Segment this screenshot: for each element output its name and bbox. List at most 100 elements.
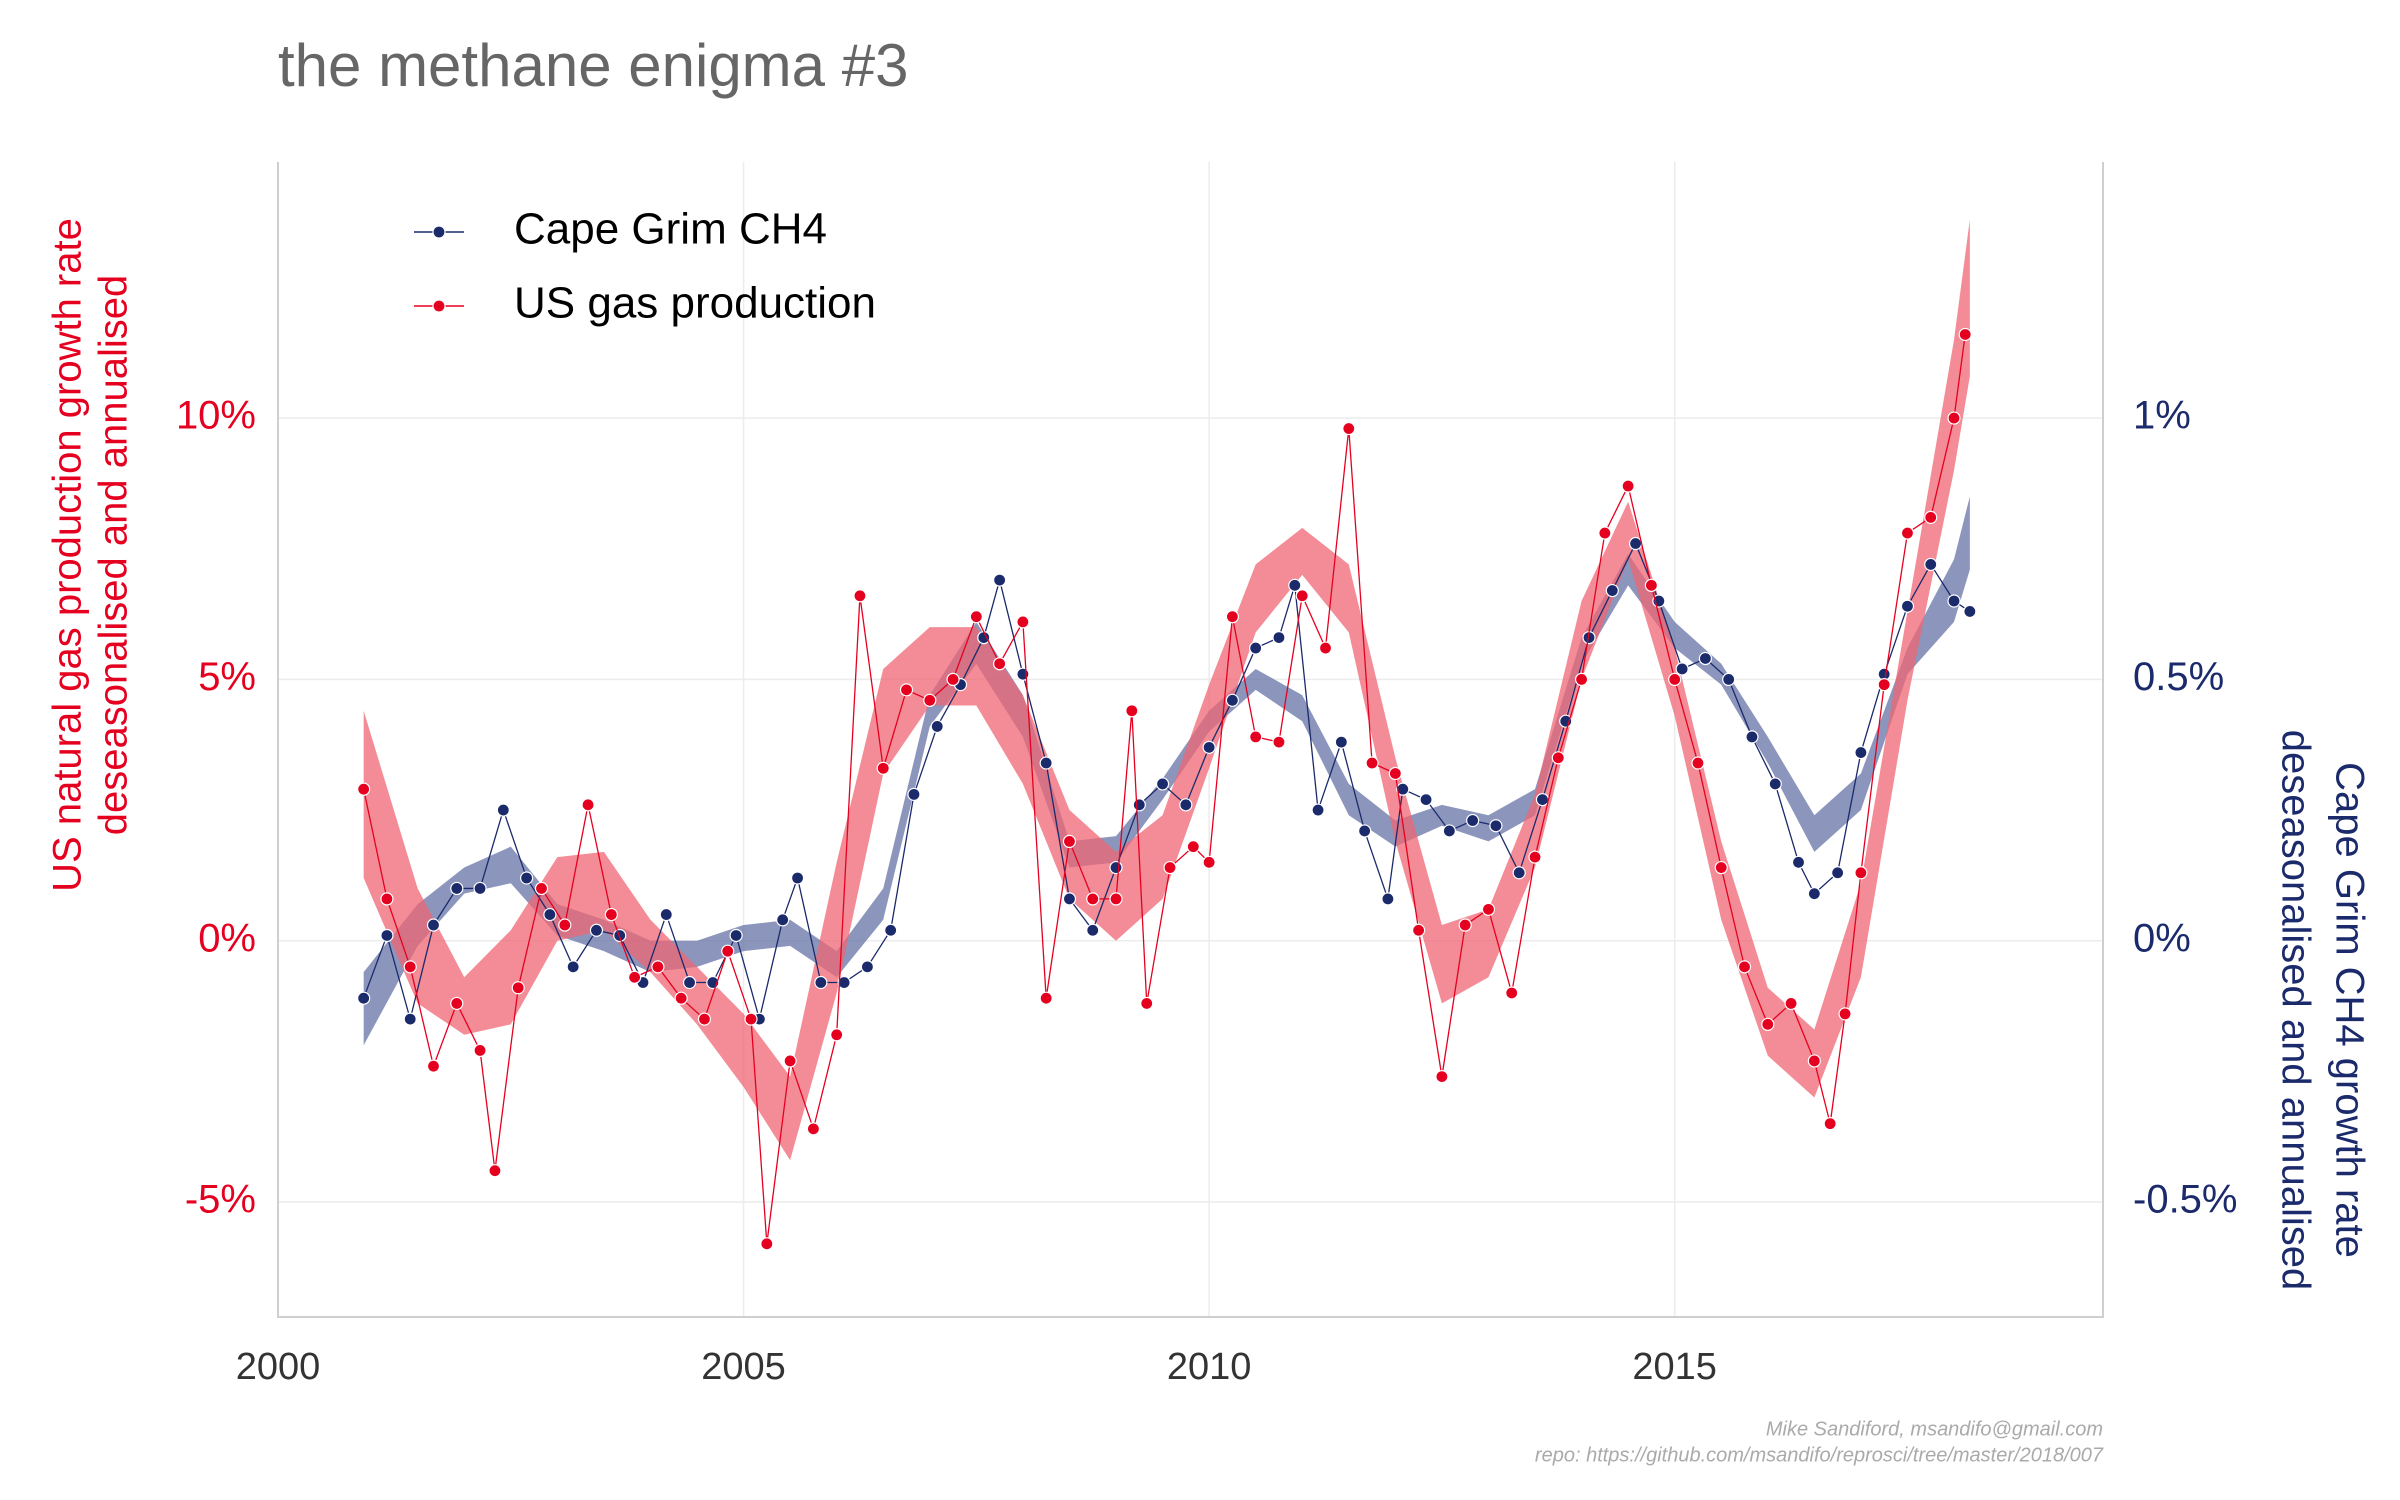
data-point	[1086, 892, 1100, 906]
data-point	[1225, 693, 1240, 707]
data-point	[760, 1237, 774, 1251]
y-axis-label: deseasonalised and annualised	[92, 275, 136, 835]
legend-marker	[432, 299, 446, 313]
data-point	[1039, 991, 1053, 1005]
data-point	[1186, 840, 1200, 854]
data-point	[1489, 819, 1503, 833]
y2-tick-label: 0%	[2133, 916, 2191, 960]
data-point	[876, 761, 890, 775]
data-point	[814, 975, 828, 990]
data-point	[1202, 740, 1216, 754]
data-point	[923, 693, 937, 707]
data-point	[1900, 526, 1915, 540]
data-point	[1628, 536, 1643, 551]
data-point	[1598, 526, 1612, 540]
data-point	[1791, 855, 1806, 869]
data-point	[1381, 892, 1395, 906]
y2-tick-label: 0.5%	[2133, 655, 2224, 699]
data-point	[628, 970, 642, 984]
data-point	[674, 991, 688, 1005]
data-point	[1225, 610, 1240, 624]
data-point	[884, 923, 898, 937]
data-point	[1924, 557, 1938, 572]
data-point	[604, 907, 618, 922]
data-point	[1295, 589, 1309, 603]
data-point	[659, 907, 673, 922]
data-point	[1016, 615, 1030, 629]
data-point	[511, 981, 525, 995]
data-point	[977, 630, 991, 645]
data-point	[1132, 798, 1146, 812]
x-tick-label: 2000	[236, 1346, 321, 1388]
data-point	[426, 918, 441, 932]
data-point	[1745, 730, 1759, 744]
data-point	[1358, 824, 1372, 838]
x-tick-label: 2010	[1167, 1346, 1252, 1388]
data-point	[729, 928, 743, 943]
data-point	[520, 871, 534, 885]
data-point	[837, 975, 851, 990]
data-point	[1807, 1054, 1821, 1068]
data-point	[357, 991, 371, 1005]
data-point	[930, 719, 944, 734]
data-point	[1272, 735, 1286, 749]
y-axis-label: US natural gas production growth rate	[46, 218, 90, 892]
data-point	[1249, 641, 1263, 655]
y-tick-label: 0%	[198, 916, 256, 960]
data-point	[1342, 421, 1356, 436]
data-point	[1877, 678, 1891, 692]
data-point	[1722, 672, 1736, 686]
data-point	[1442, 824, 1456, 838]
data-point	[853, 589, 867, 603]
data-point	[682, 975, 697, 990]
data-point	[1334, 735, 1348, 749]
data-point	[496, 803, 510, 817]
y2-tick-label: -0.5%	[2133, 1178, 2238, 1222]
y2-tick-label: 1%	[2133, 394, 2191, 438]
data-point	[1698, 651, 1713, 666]
data-point	[1831, 866, 1845, 880]
data-point	[1761, 1017, 1775, 1031]
data-point	[380, 928, 394, 943]
data-point	[1768, 777, 1782, 791]
data-point	[969, 610, 983, 624]
data-point	[1062, 892, 1077, 906]
data-point	[426, 1059, 441, 1073]
data-point	[1714, 860, 1728, 875]
y2-axis-label: deseasonalised and annualised	[2273, 730, 2317, 1290]
y2-axis-label: Cape Grim CH4 growth rate	[2327, 762, 2371, 1258]
data-point	[1924, 510, 1938, 524]
data-point	[403, 1012, 417, 1026]
data-point	[1668, 672, 1682, 686]
data-point	[783, 1054, 797, 1068]
data-point	[1155, 777, 1170, 791]
data-point	[1086, 923, 1100, 937]
data-point	[1675, 662, 1689, 676]
data-point	[1365, 756, 1379, 770]
data-point	[450, 881, 464, 896]
data-point	[697, 1012, 712, 1026]
data-point	[1202, 855, 1216, 869]
x-tick-label: 2015	[1632, 1346, 1717, 1388]
data-point	[993, 657, 1007, 671]
y-tick-label: 10%	[176, 394, 256, 438]
data-point	[1419, 793, 1433, 807]
data-point	[1062, 834, 1077, 849]
data-point	[1125, 704, 1139, 718]
data-point	[776, 913, 790, 927]
data-point	[1823, 1117, 1837, 1131]
data-point	[1272, 630, 1286, 645]
data-point	[1288, 578, 1302, 592]
data-point	[744, 1012, 758, 1026]
data-point	[1838, 1007, 1852, 1021]
data-point	[1039, 756, 1053, 770]
confidence-band	[363, 496, 1970, 1046]
data-point	[1512, 866, 1526, 880]
data-point	[899, 683, 914, 697]
data-point	[558, 918, 572, 932]
data-point	[543, 907, 557, 922]
caption: Mike Sandiford, msandifo@gmail.com	[1766, 1418, 2103, 1440]
data-point	[721, 944, 735, 958]
legend-label: Cape Grim CH4	[514, 205, 827, 254]
